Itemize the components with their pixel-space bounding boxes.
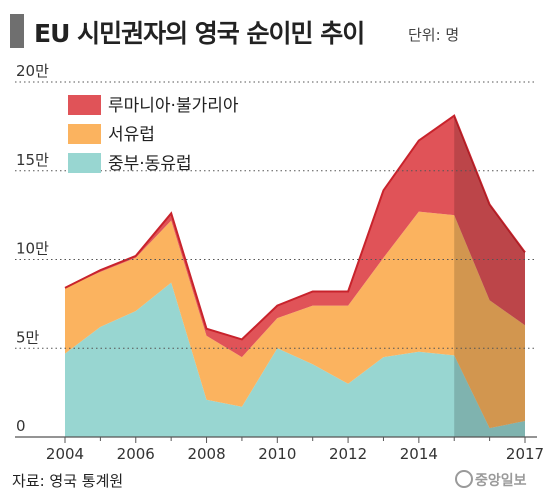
x-tick-label: 2014	[400, 445, 438, 463]
x-tick-label: 2012	[329, 445, 367, 463]
area-서유럽	[65, 211, 525, 429]
y-tick-label: 10만	[16, 240, 49, 258]
shaded-period	[454, 115, 525, 437]
legend-label: 중부·동유럽	[108, 154, 192, 174]
total-outline	[64, 114, 526, 341]
area-루마니아·불가리아	[65, 115, 525, 358]
legend-swatch	[68, 153, 101, 173]
legend-label: 서유럽	[108, 125, 155, 145]
x-tick-label: 2006	[117, 445, 155, 463]
legend-swatch	[68, 95, 101, 115]
x-tick-label: 2017	[506, 445, 544, 463]
chart-title: EU 시민권자의 영국 순이민 추이	[34, 19, 365, 48]
y-tick-label: 20만	[16, 62, 49, 80]
source-label: 자료: 영국 통계원	[12, 472, 124, 490]
x-tick-label: 2004	[46, 445, 84, 463]
publisher-logo: 중앙일보	[455, 470, 527, 490]
legend-swatch	[68, 124, 101, 144]
unit-label: 단위: 명	[408, 26, 460, 44]
logo-circle-icon	[455, 470, 473, 488]
y-tick-label: 5만	[16, 328, 40, 346]
area-중부·동유럽	[65, 282, 525, 437]
x-tick-label: 2008	[187, 445, 225, 463]
title-accent-bar	[10, 14, 24, 48]
x-tick-label: 2010	[258, 445, 296, 463]
legend-label: 루마니아·불가리아	[108, 96, 239, 116]
y-tick-label: 15만	[16, 151, 49, 169]
y-tick-label: 0	[16, 417, 26, 435]
logo-text: 중앙일보	[475, 473, 527, 489]
